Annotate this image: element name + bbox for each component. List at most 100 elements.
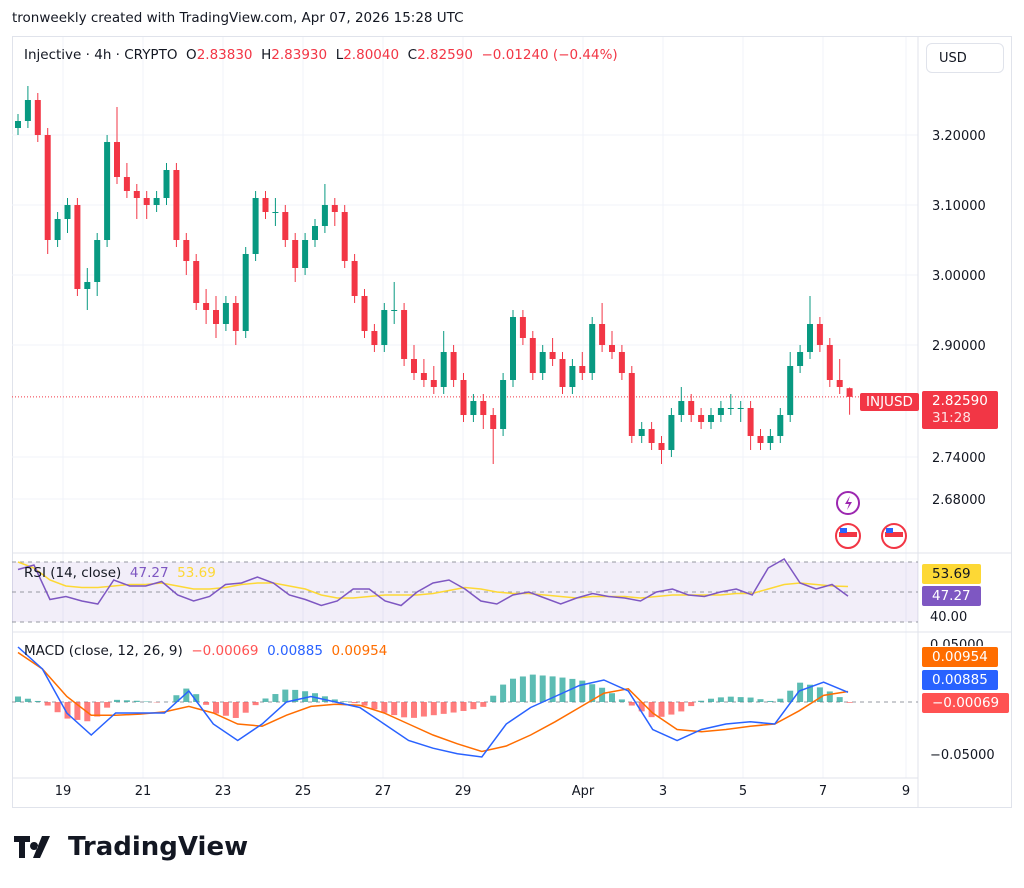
macd-histogram-bar <box>658 702 665 717</box>
candle-body <box>391 310 398 311</box>
macd-histogram-bar <box>222 702 229 716</box>
signal-tag: 0.00954 <box>922 647 998 667</box>
rsi-title: RSI (14, close) <box>24 565 122 581</box>
candle-body <box>787 366 794 415</box>
currency-button[interactable]: USD <box>926 43 1004 73</box>
candle-body <box>114 142 120 177</box>
macd-histogram-bar <box>500 684 507 702</box>
candle-body <box>242 254 249 331</box>
candle-body <box>826 345 833 380</box>
candle-body <box>34 100 41 135</box>
macd-histogram-bar <box>193 694 200 702</box>
x-tick-label: 27 <box>375 784 392 799</box>
low-label: L <box>335 47 344 63</box>
lightning-glyph <box>845 496 852 510</box>
macd-histogram-bar <box>203 702 210 705</box>
x-tick-label: 7 <box>819 784 827 799</box>
brand-name: TradingView <box>68 832 249 862</box>
candle-body <box>84 282 91 289</box>
y-tick-label: 2.74000 <box>932 451 986 466</box>
macd-histogram-bar <box>292 689 299 702</box>
candle-body <box>222 303 229 324</box>
macd-histogram-bar <box>114 699 120 702</box>
candle-body <box>579 366 586 373</box>
macd-axis-bottom: −0.05000 <box>930 748 995 763</box>
signal-value: 0.00954 <box>331 643 388 659</box>
macd-histogram-bar <box>579 680 586 702</box>
macd-histogram-bar <box>737 697 744 702</box>
candle-body <box>777 415 784 436</box>
last-price: 2.82590 <box>932 393 988 409</box>
candle-body <box>609 345 615 352</box>
macd-histogram-bar <box>787 690 794 702</box>
macd-histogram-bar <box>401 702 408 718</box>
candle-body <box>232 303 239 331</box>
macd-histogram-bar <box>836 697 843 702</box>
macd-histogram-bar <box>391 702 398 716</box>
macd-histogram-bar <box>262 698 269 702</box>
rsi-ma-value: 53.69 <box>177 565 216 581</box>
candle-body <box>757 436 764 443</box>
candle-body <box>836 380 843 387</box>
candle-body <box>430 380 437 387</box>
macd-legend: MACD (close, 12, 26, 9) −0.00069 0.00885… <box>24 643 387 659</box>
candle-body <box>708 415 714 422</box>
macd-histogram-bar <box>252 702 259 706</box>
candle-body <box>500 380 507 429</box>
macd-histogram-bar <box>519 676 526 702</box>
candle-body <box>727 408 734 409</box>
x-tick-label: 23 <box>215 784 232 799</box>
candle-body <box>153 198 160 205</box>
candle-body <box>133 191 140 198</box>
candle-body <box>123 177 130 191</box>
macd-histogram-bar <box>143 701 150 702</box>
macd-histogram-bar <box>717 697 724 702</box>
rsi-value: 47.27 <box>129 565 169 581</box>
candle-body <box>24 100 31 121</box>
candle-body <box>213 310 219 324</box>
macd-histogram-bar <box>668 702 675 715</box>
candle-body <box>628 373 635 436</box>
candle-body <box>183 240 190 261</box>
high-value: 2.83930 <box>271 47 328 63</box>
candle-body <box>252 198 259 254</box>
macd-histogram-bar <box>272 694 279 702</box>
candle-body <box>104 142 111 240</box>
macd-histogram-bar <box>678 702 685 712</box>
candle-body <box>411 359 417 373</box>
macd-histogram-bar <box>361 702 368 706</box>
macd-histogram-bar <box>302 691 309 702</box>
candle-body <box>143 198 150 205</box>
macd-histogram-bar <box>777 698 784 702</box>
y-tick-label: 3.00000 <box>932 269 986 284</box>
candle-body <box>797 352 804 366</box>
macd-histogram-bar <box>510 678 516 702</box>
macd-histogram-bar <box>331 699 338 702</box>
macd-histogram-bar <box>371 702 378 710</box>
macd-histogram-bar <box>282 689 289 702</box>
candle-body <box>460 380 467 415</box>
y-tick-label: 2.90000 <box>932 339 986 354</box>
macd-histogram-bar <box>242 702 249 713</box>
candle-body <box>351 261 358 296</box>
candle-body <box>549 352 556 359</box>
candle-body <box>658 443 665 450</box>
macd-histogram-bar <box>797 682 804 702</box>
candle-body <box>292 240 299 268</box>
macd-histogram-bar <box>490 695 497 702</box>
macd-histogram-bar <box>648 702 655 718</box>
chart-caption: tronweekly created with TradingView.com,… <box>12 10 464 26</box>
macd-histogram-bar <box>44 702 51 706</box>
x-tick-label: Apr <box>572 784 595 799</box>
candle-body <box>638 429 645 436</box>
macd-histogram-bar <box>618 699 625 702</box>
candle-body <box>262 198 269 212</box>
high-label: H <box>261 47 272 63</box>
macd-histogram-bar <box>480 702 487 707</box>
candle-body <box>737 408 744 409</box>
candle-body <box>64 205 71 219</box>
candle-body <box>401 310 408 359</box>
tradingview-logo: TradingView <box>14 832 248 862</box>
macd-histogram-bar <box>411 702 417 718</box>
